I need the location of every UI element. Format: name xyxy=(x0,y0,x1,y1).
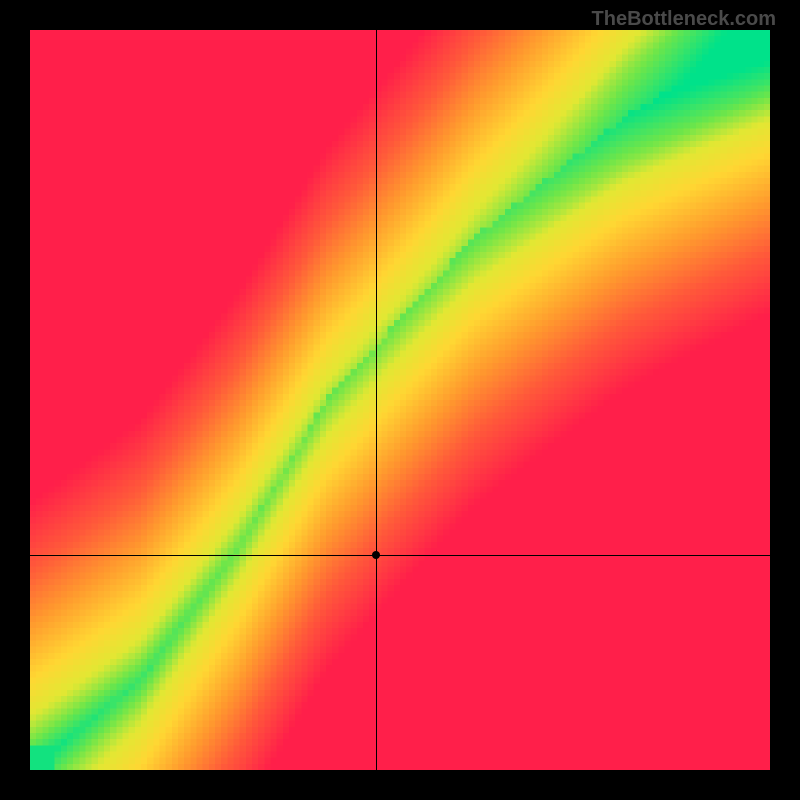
crosshair-horizontal xyxy=(30,555,770,556)
crosshair-marker xyxy=(372,551,380,559)
watermark-text: TheBottleneck.com xyxy=(592,8,776,31)
heatmap-plot xyxy=(30,30,770,770)
crosshair-vertical xyxy=(376,30,377,770)
heatmap-canvas xyxy=(30,30,770,770)
